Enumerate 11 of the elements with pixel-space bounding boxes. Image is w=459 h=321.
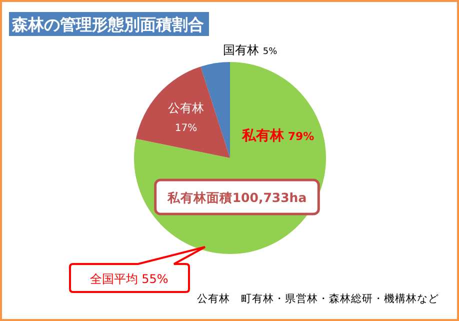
- data-label: 79%: [288, 130, 314, 143]
- data-label: 5%: [262, 47, 278, 57]
- slice-label: 私有林: [240, 128, 285, 144]
- data-label: 17%: [174, 123, 198, 134]
- slice-label: 国有林: [222, 43, 259, 57]
- slice-label: 公有林: [168, 101, 204, 115]
- text: 公有林 町有林・県営林・森林総研・機構林など: [197, 292, 439, 305]
- callout-average: 全国平均 55%: [69, 246, 206, 293]
- chart-title: 森林の管理形態別面積割合: [11, 15, 204, 34]
- callout-area: 私有林面積100,733ha: [154, 178, 320, 216]
- pie-slice: [136, 66, 230, 158]
